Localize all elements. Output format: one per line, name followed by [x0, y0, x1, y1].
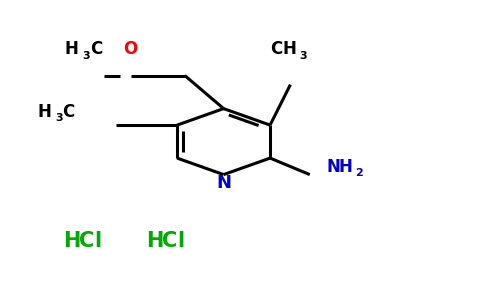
Text: H: H [65, 40, 78, 58]
Text: C: C [90, 40, 102, 58]
Text: C: C [78, 231, 94, 250]
Text: H: H [38, 103, 51, 121]
Text: H: H [282, 40, 296, 58]
Text: C: C [270, 40, 282, 58]
Text: C: C [62, 103, 75, 121]
Text: 3: 3 [55, 112, 63, 123]
Text: C: C [162, 231, 177, 250]
Text: N: N [216, 174, 231, 192]
Text: l: l [178, 231, 184, 250]
Text: 2: 2 [355, 167, 363, 178]
Text: H: H [146, 231, 164, 250]
Text: O: O [123, 40, 138, 58]
Text: 3: 3 [82, 50, 90, 61]
Text: H: H [63, 231, 80, 250]
Text: 3: 3 [300, 50, 307, 61]
Text: N: N [326, 158, 340, 175]
Text: H: H [339, 158, 352, 175]
Text: l: l [94, 231, 101, 250]
